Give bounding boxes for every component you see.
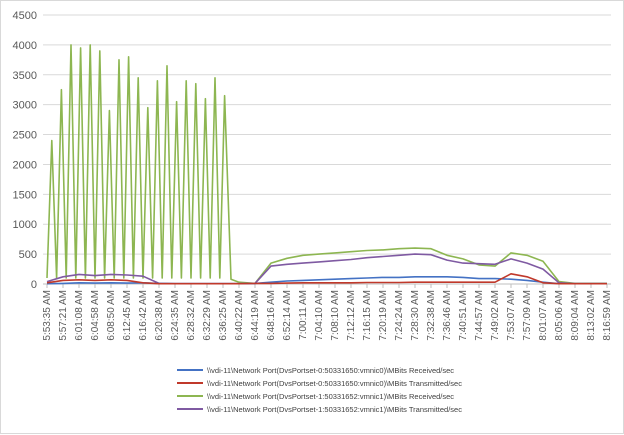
x-tick-label: 7:04:10 AM [314,290,325,341]
x-tick-label: 7:36:46 AM [442,290,453,341]
x-tick-label: 7:16:15 AM [362,290,373,341]
x-tick-label: 8:13:02 AM [586,290,597,341]
x-tick-label: 7:08:10 AM [330,290,341,341]
y-tick-label: 500 [19,249,37,261]
x-tick-label: 6:20:38 AM [154,290,165,341]
x-tick-label: 6:44:19 AM [250,290,261,341]
x-tick-label: 6:16:42 AM [138,290,149,341]
x-tick-label: 5:53:35 AM [42,290,53,341]
x-tick-label: 6:36:25 AM [218,290,229,341]
x-tick-label: 7:32:38 AM [426,290,437,341]
x-tick-label: 6:12:45 AM [122,290,133,341]
x-tick-label: 8:16:59 AM [602,290,613,341]
legend-label: \\vdi-11\Network Port(DvsPortset-1:50331… [207,405,462,414]
x-tick-label: 7:44:57 AM [474,290,485,341]
x-tick-label: 5:57:21 AM [58,290,69,341]
x-tick-label: 7:00:11 AM [298,290,309,340]
legend-label: \\vdi-11\Network Port(DvsPortset-0:50331… [207,379,462,388]
y-tick-label: 2000 [13,159,37,171]
legend-label: \\vdi-11\Network Port(DvsPortset-0:50331… [207,366,454,375]
y-tick-label: 1000 [13,219,37,231]
x-tick-label: 6:32:29 AM [202,290,213,341]
x-tick-label: 8:09:04 AM [570,290,581,341]
x-tick-label: 6:28:32 AM [186,290,197,341]
legend-label: \\vdi-11\Network Port(DvsPortset-1:50331… [207,392,454,401]
x-tick-label: 7:49:02 AM [490,290,501,341]
y-tick-label: 3000 [13,100,37,112]
x-tick-label: 6:01:08 AM [74,290,85,341]
x-tick-label: 7:40:51 AM [458,290,469,341]
y-tick-label: 2500 [13,130,37,142]
x-tick-label: 7:24:24 AM [394,290,405,341]
x-tick-label: 6:08:50 AM [106,290,117,341]
y-tick-label: 1500 [13,189,37,201]
x-tick-label: 7:12:12 AM [346,290,357,341]
x-tick-label: 6:24:35 AM [170,290,181,341]
y-tick-label: 4500 [13,10,37,22]
series-line [46,253,607,285]
x-tick-label: 7:28:30 AM [410,290,421,341]
x-tick-label: 6:48:16 AM [266,290,277,341]
y-tick-label: 3500 [13,70,37,82]
x-tick-label: 7:53:07 AM [506,290,517,341]
x-tick-label: 8:01:07 AM [538,290,549,341]
x-tick-label: 6:04:58 AM [90,290,101,341]
series-line [46,272,607,285]
x-tick-label: 6:52:14 AM [282,290,293,341]
y-tick-label: 4000 [13,40,37,52]
series-line [46,44,607,285]
x-tick-label: 7:57:09 AM [522,290,533,341]
x-tick-label: 8:05:06 AM [554,290,565,341]
x-tick-label: 6:40:22 AM [234,290,245,341]
x-tick-label: 7:20:19 AM [378,290,389,341]
y-tick-label: 0 [31,279,37,291]
